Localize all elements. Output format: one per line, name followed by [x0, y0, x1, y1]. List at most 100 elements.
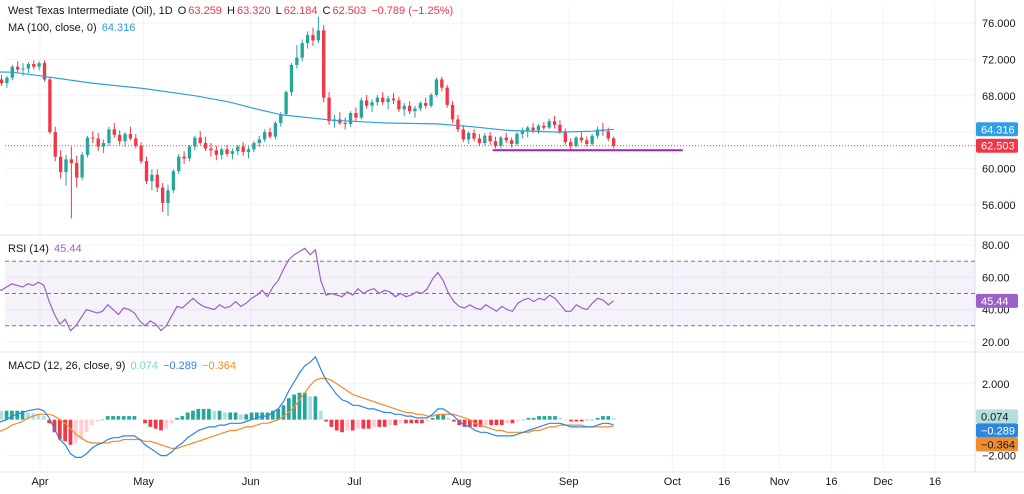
candle-body	[123, 133, 127, 142]
macd-histogram-bar	[467, 419, 472, 427]
macd-histogram-bar	[308, 396, 312, 420]
macd-histogram-bar	[63, 419, 68, 442]
macd-histogram-bar	[452, 419, 456, 422]
candle-body	[262, 132, 267, 140]
price-axis-tick: 56.000	[982, 200, 1016, 212]
macd-histogram-bar	[89, 419, 94, 426]
candle-body	[504, 137, 508, 141]
rsi-value: 45.44	[54, 243, 82, 255]
macd-histogram-bar	[420, 419, 424, 424]
macd-histogram-bar	[313, 396, 318, 420]
macd-histogram-bar	[233, 412, 238, 420]
rsi-legend: RSI (14) 45.44	[8, 243, 84, 255]
candle-body	[273, 123, 278, 137]
candle-body	[236, 146, 240, 152]
close-label: C	[322, 5, 331, 17]
candle-body	[118, 134, 122, 142]
candle-body	[48, 79, 52, 133]
macd-histogram-bar	[302, 392, 307, 420]
macd-histogram-bar	[244, 414, 249, 420]
time-axis-tick: 16	[825, 476, 837, 488]
macd-histogram-bar	[441, 414, 446, 420]
rsi-value-label-badge	[976, 293, 1018, 308]
macd-histogram-bar	[132, 416, 137, 420]
time-axis-tick: May	[133, 476, 154, 488]
macd-histogram-bar	[153, 419, 158, 429]
candle-body	[590, 135, 594, 144]
macd-histogram-bar	[95, 419, 99, 422]
candle-body	[375, 97, 380, 103]
candle-body	[354, 113, 358, 118]
time-axis-tick: Sep	[559, 476, 579, 488]
candle-body	[155, 174, 159, 188]
macd-histogram-bar	[223, 412, 227, 420]
time-axis-tick: Nov	[770, 476, 790, 488]
candle-body	[289, 64, 294, 93]
candle-body	[268, 132, 272, 137]
time-axis-tick: Jun	[242, 476, 260, 488]
macd-histogram-bar	[207, 408, 211, 420]
macd-hist-value: 0.074	[130, 360, 158, 372]
macd-histogram-bar	[36, 414, 41, 420]
candle-body	[440, 79, 444, 88]
macd-histogram-bar	[79, 419, 83, 440]
macd-histogram-bar	[531, 417, 536, 420]
macd-histogram-bar	[478, 419, 483, 427]
macd-histogram-bar	[388, 419, 392, 426]
candle-body	[241, 146, 245, 153]
macd-histogram-bar	[169, 419, 174, 424]
candle-body	[483, 135, 487, 144]
candle-body	[338, 119, 342, 124]
candle-body	[171, 171, 176, 191]
macd-histogram-bar	[537, 416, 541, 420]
candle-body	[21, 68, 25, 70]
macd-histogram-group	[0, 392, 616, 445]
candle-body	[456, 119, 460, 130]
candle-body	[445, 87, 449, 105]
macd-histogram-bar	[611, 418, 616, 420]
candle-body	[407, 105, 412, 112]
candle-body	[472, 133, 476, 139]
macd-histogram-bar	[84, 419, 89, 433]
macd-histogram-bar	[356, 419, 360, 429]
ma-price-label-badge	[976, 122, 1018, 137]
candle-body	[391, 98, 396, 101]
macd-histogram-bar	[515, 419, 520, 422]
rsi-line	[0, 247, 614, 332]
macd-histogram-bar	[446, 417, 451, 420]
macd-histogram-bar	[324, 419, 328, 422]
macd-histogram-bar	[436, 414, 440, 420]
macd-histogram-bar	[249, 412, 254, 420]
macd-histogram-bar	[510, 419, 515, 424]
candle-body	[53, 132, 57, 157]
candle-body	[80, 154, 84, 178]
macd-signal-value: −0.364	[202, 360, 236, 372]
candle-body	[101, 143, 106, 147]
candle-body	[348, 113, 353, 124]
macd-histogram-bar	[334, 419, 339, 431]
candle-body	[520, 131, 525, 134]
macd-histogram-bar	[404, 419, 408, 424]
time-axis-tick: Dec	[873, 476, 893, 488]
candle-body	[499, 137, 503, 146]
time-axis-tick: Oct	[664, 476, 681, 488]
candle-body	[144, 161, 149, 182]
price-axis-tick: 60.000	[982, 163, 1016, 175]
candle-body	[64, 159, 68, 173]
macd-axis-tick: −2.000	[982, 451, 1016, 463]
candle-body	[526, 127, 530, 132]
change-value: −0.789 (−1.25%)	[371, 5, 454, 17]
candle-body	[69, 159, 74, 163]
macd-histogram-bar	[143, 419, 147, 424]
candle-body	[37, 63, 41, 67]
macd-histogram-bar	[68, 419, 73, 445]
candle-body	[139, 145, 143, 162]
candle-body	[128, 133, 133, 139]
candle-body	[397, 100, 401, 110]
macd-histogram-bar	[297, 392, 302, 420]
ma-value: 64.316	[101, 22, 136, 34]
candle-body	[58, 156, 63, 173]
candle-body	[150, 174, 154, 182]
candle-body	[515, 133, 519, 144]
candle-body	[75, 162, 79, 178]
